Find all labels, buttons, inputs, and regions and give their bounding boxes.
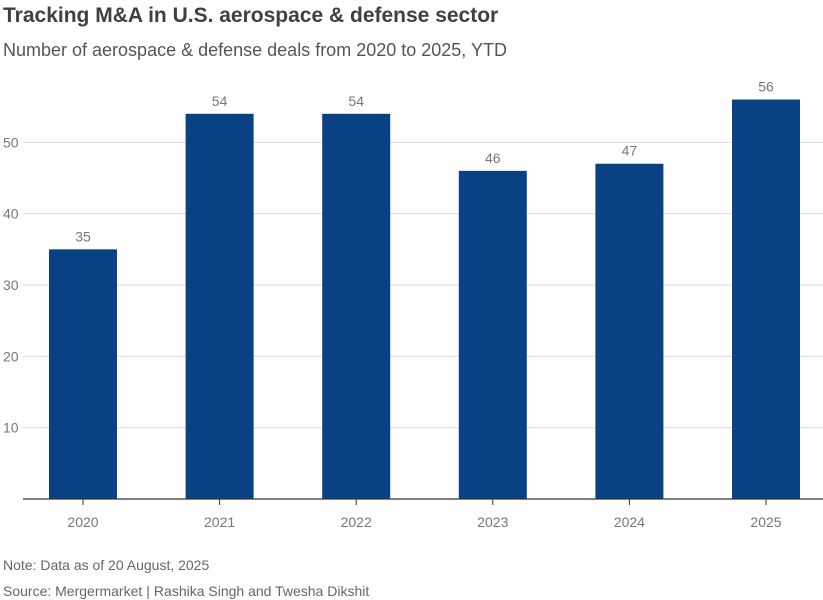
source-separator: | <box>146 583 150 599</box>
data-label-2023: 46 <box>485 150 501 166</box>
bar-2023 <box>458 170 527 499</box>
y-tick-label: 50 <box>3 134 19 150</box>
chart-subtitle: Number of aerospace & defense deals from… <box>3 40 507 60</box>
y-tick-label: 10 <box>3 420 19 436</box>
bar-2021 <box>185 113 254 500</box>
source-authors: Rashika Singh and Twesha Dikshit <box>153 583 370 599</box>
y-tick-label: 30 <box>3 277 19 293</box>
x-tick-label-2024: 2024 <box>614 514 645 530</box>
x-tick-label-2023: 2023 <box>477 514 508 530</box>
data-label-2024: 47 <box>622 143 638 159</box>
source-text: Source: Mergermarket <box>3 583 143 599</box>
y-tick-label: 40 <box>3 206 19 222</box>
x-tick-label-2021: 2021 <box>204 514 235 530</box>
y-tick-label: 20 <box>3 348 19 364</box>
chart-source: Source: Mergermarket | Rashika Singh and T… <box>3 583 369 599</box>
bar-2022 <box>322 113 391 500</box>
data-label-2020: 35 <box>75 228 91 244</box>
bar-2025 <box>732 99 800 500</box>
data-label-2021: 54 <box>212 93 228 109</box>
chart-note: Note: Data as of 20 August, 2025 <box>3 557 210 573</box>
chart-title: Tracking M&A in U.S. aerospace & defense… <box>3 4 499 27</box>
x-tick-label-2025: 2025 <box>750 514 781 530</box>
x-tick-label-2022: 2022 <box>341 514 372 530</box>
x-tick-label-2020: 2020 <box>67 514 98 530</box>
bar-chart: 10 20 30 40 50 35 54 54 46 47 56 2020 2021 2022 2023… <box>3 79 823 530</box>
bar-2024 <box>595 163 664 499</box>
data-label-2022: 54 <box>348 93 364 109</box>
bar-2020 <box>49 249 117 499</box>
data-label-2025: 56 <box>758 79 774 95</box>
